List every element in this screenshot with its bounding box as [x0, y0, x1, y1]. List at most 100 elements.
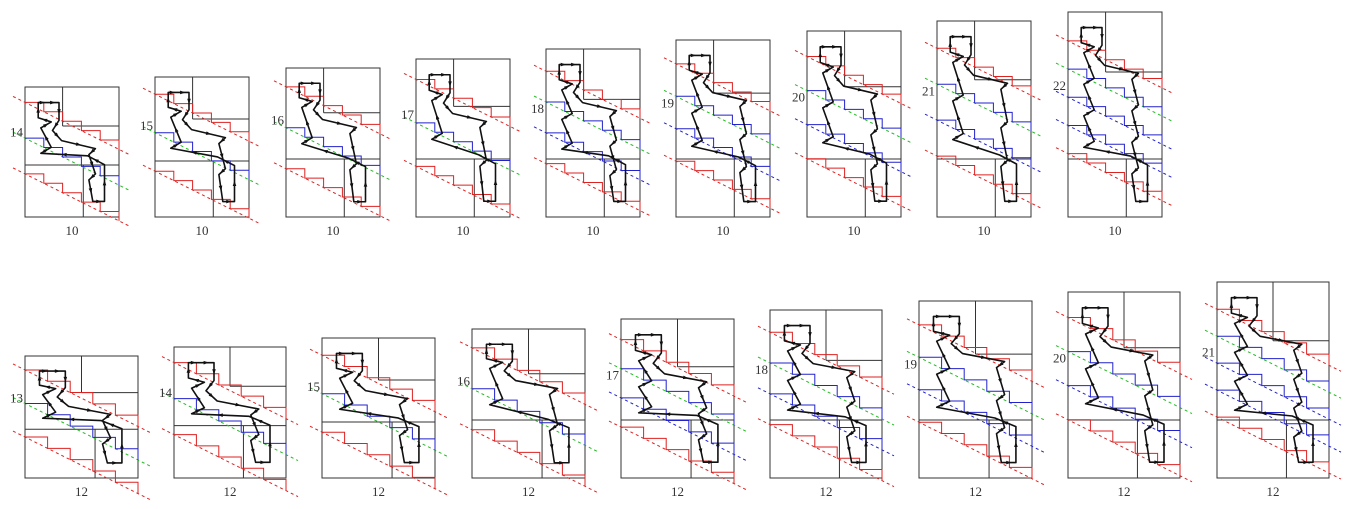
arrowhead: [487, 199, 493, 204]
arrowhead: [356, 382, 363, 388]
guide-line: [142, 164, 262, 225]
arrowhead: [962, 34, 968, 39]
arrowhead: [191, 151, 197, 155]
guide-line: [1055, 34, 1175, 95]
width-label: 10: [848, 223, 861, 238]
arrowhead: [506, 363, 512, 369]
guide-line: [924, 41, 1044, 102]
guide-line: [663, 154, 783, 215]
arrowhead: [409, 460, 415, 465]
arrowhead: [808, 332, 812, 338]
arrowhead: [740, 100, 747, 106]
arrowhead: [484, 157, 491, 163]
guide-line: [161, 428, 299, 498]
arrowhead: [223, 159, 230, 164]
arrowhead: [441, 72, 447, 77]
arrowhead: [1299, 419, 1306, 424]
staircase: [1068, 153, 1163, 201]
arrowhead: [89, 161, 94, 168]
arrowhead: [955, 96, 961, 101]
arrowhead: [1150, 418, 1157, 423]
arrowhead: [102, 180, 107, 186]
arrowhead: [180, 90, 186, 95]
arrowhead: [1001, 102, 1006, 109]
arrowhead: [1239, 332, 1244, 338]
panel-frame: [154, 76, 250, 218]
arrowhead: [690, 53, 697, 58]
arrowhead: [494, 380, 499, 387]
width-label: 10: [587, 223, 600, 238]
arrowhead: [884, 179, 889, 185]
arrowhead: [1295, 373, 1301, 379]
arrowhead: [564, 144, 570, 149]
arrowhead: [562, 80, 569, 85]
staircase: [174, 398, 287, 455]
arrowhead: [252, 421, 256, 428]
staircase: [472, 388, 586, 446]
arrowhead: [792, 360, 797, 366]
arrowhead: [59, 398, 66, 404]
arrowhead: [700, 433, 706, 439]
arrowhead: [931, 320, 936, 327]
arrowhead: [336, 121, 343, 125]
arrowhead: [1104, 150, 1110, 154]
guide-line: [403, 159, 523, 220]
diagram-panel: 14 12: [159, 346, 299, 499]
staircase: [770, 362, 883, 420]
arrowhead: [941, 385, 946, 391]
arrowhead: [1145, 180, 1150, 186]
arrowhead: [1002, 421, 1009, 425]
arrowhead: [1079, 32, 1083, 38]
closed-path: [634, 333, 719, 464]
arrowhead: [174, 126, 179, 133]
guide-line: [273, 80, 393, 141]
arrowhead: [957, 75, 961, 82]
arrowhead: [306, 119, 310, 126]
arrowhead: [941, 352, 946, 358]
arrowhead: [1089, 364, 1095, 369]
arrowhead: [1129, 348, 1135, 353]
arrowhead: [1084, 306, 1091, 310]
arrowhead: [39, 100, 46, 105]
arrowhead: [705, 84, 711, 90]
guide-line: [757, 387, 895, 457]
arrowhead: [169, 90, 176, 95]
arrowhead: [479, 181, 484, 187]
arrowhead: [955, 57, 961, 63]
arrowhead: [510, 350, 515, 356]
arrowhead: [354, 161, 361, 166]
arrowhead: [704, 418, 711, 423]
height-label: 15: [140, 118, 153, 133]
arrowhead: [401, 429, 407, 435]
arrowhead: [36, 107, 40, 113]
closed-path: [428, 73, 497, 203]
staircase: [621, 339, 735, 397]
arrowhead: [190, 360, 197, 365]
arrowhead: [75, 142, 82, 146]
closed-path: [783, 324, 867, 464]
arrowhead: [365, 412, 372, 416]
arrowhead: [1111, 408, 1118, 412]
arrowhead: [825, 103, 831, 108]
arrowhead: [694, 75, 700, 80]
arrowhead: [1001, 141, 1006, 148]
arrowhead: [825, 138, 831, 143]
guide-line: [12, 363, 151, 433]
guide-line: [12, 397, 151, 467]
arrowhead: [448, 81, 452, 87]
arrowhead: [708, 61, 712, 68]
arrowhead: [493, 179, 498, 185]
arrowhead: [1236, 314, 1243, 318]
arrowhead: [1086, 79, 1092, 85]
arrowhead: [46, 390, 52, 395]
arrowhead: [252, 434, 258, 440]
staircase: [25, 137, 120, 186]
staircase: [919, 356, 1033, 414]
arrowhead: [217, 413, 223, 417]
arrowhead: [232, 180, 237, 186]
staircase: [174, 434, 287, 491]
arrowhead: [86, 408, 93, 412]
arrowhead: [311, 81, 317, 86]
arrowhead: [1311, 440, 1315, 447]
